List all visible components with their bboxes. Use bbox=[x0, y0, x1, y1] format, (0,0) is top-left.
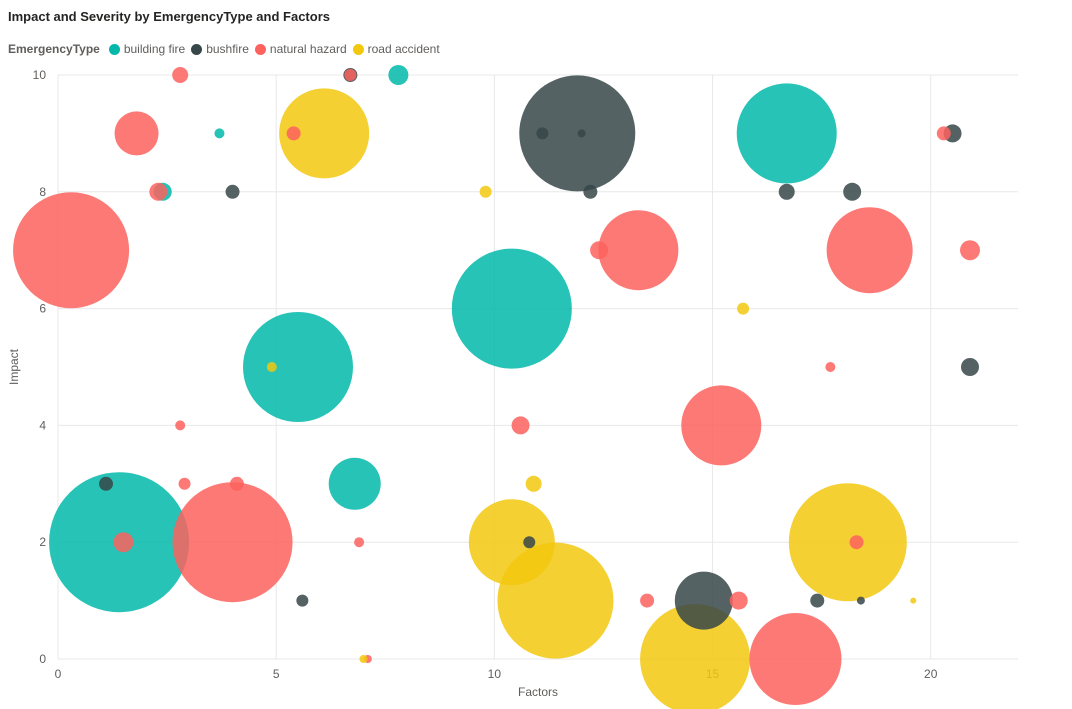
legend-label: bushfire bbox=[206, 42, 249, 56]
bubble-natural-hazard[interactable] bbox=[681, 385, 762, 466]
bubble-bushfire[interactable] bbox=[674, 571, 733, 630]
bubble-bushfire[interactable] bbox=[856, 596, 865, 605]
bubble-natural-hazard[interactable] bbox=[229, 476, 244, 491]
bubble-natural-hazard[interactable] bbox=[354, 537, 365, 548]
bubble-natural-hazard[interactable] bbox=[936, 126, 951, 141]
bubble-road-accident[interactable] bbox=[640, 604, 751, 709]
bubble-road-accident[interactable] bbox=[525, 475, 542, 492]
bubble-natural-hazard[interactable] bbox=[849, 535, 864, 550]
bubble-bushfire[interactable] bbox=[961, 358, 979, 376]
bubble-natural-hazard[interactable] bbox=[286, 126, 301, 141]
y-tick-label: 10 bbox=[33, 68, 47, 82]
legend-marker bbox=[254, 43, 266, 55]
legend-marker bbox=[352, 43, 364, 55]
bubble-natural-hazard[interactable] bbox=[172, 482, 293, 603]
bubble-bushfire[interactable] bbox=[225, 184, 240, 199]
bubble-building-fire[interactable] bbox=[214, 128, 225, 139]
y-tick-label: 2 bbox=[39, 535, 46, 549]
legend-marker bbox=[191, 43, 203, 55]
bubble-natural-hazard[interactable] bbox=[826, 207, 913, 294]
legend-item[interactable]: natural hazard bbox=[254, 42, 347, 56]
bubble-natural-hazard[interactable] bbox=[172, 67, 189, 83]
bubble-bushfire[interactable] bbox=[843, 182, 862, 201]
bubble-road-accident[interactable] bbox=[359, 655, 368, 663]
bubble-road-accident[interactable] bbox=[479, 185, 492, 198]
bubble-building-fire[interactable] bbox=[451, 248, 572, 369]
bubble-natural-hazard[interactable] bbox=[149, 182, 168, 201]
bubble-road-accident[interactable] bbox=[279, 88, 370, 179]
x-tick-label: 0 bbox=[55, 667, 62, 681]
bubble-natural-hazard[interactable] bbox=[729, 591, 748, 610]
bubble-road-accident[interactable] bbox=[737, 302, 750, 315]
bubble-bushfire[interactable] bbox=[99, 476, 113, 491]
y-tick-label: 0 bbox=[39, 652, 46, 666]
bubble-natural-hazard[interactable] bbox=[178, 477, 191, 490]
legend-item[interactable]: building fire bbox=[108, 42, 186, 56]
bubble-natural-hazard[interactable] bbox=[590, 241, 609, 260]
bubble-bushfire[interactable] bbox=[536, 127, 549, 140]
bubble-building-fire[interactable] bbox=[388, 65, 409, 85]
y-tick-label: 8 bbox=[39, 185, 46, 199]
y-tick-label: 6 bbox=[39, 302, 46, 316]
bubble-natural-hazard[interactable] bbox=[113, 532, 134, 553]
bubble-natural-hazard[interactable] bbox=[114, 111, 159, 156]
legend: EmergencyType building fire bushfire natur… bbox=[8, 40, 446, 58]
bubble-natural-hazard[interactable] bbox=[344, 69, 357, 81]
legend-item[interactable]: road accident bbox=[352, 42, 440, 56]
bubble-road-accident[interactable] bbox=[788, 483, 907, 602]
bubble-bushfire[interactable] bbox=[778, 183, 795, 200]
bubble-bushfire[interactable] bbox=[577, 129, 586, 138]
bubble-building-fire[interactable] bbox=[736, 83, 837, 184]
legend-marker bbox=[108, 43, 120, 55]
bubble-natural-hazard[interactable] bbox=[825, 362, 836, 372]
x-tick-label: 10 bbox=[488, 667, 502, 681]
bubble-natural-hazard[interactable] bbox=[13, 192, 130, 309]
bubble-bushfire[interactable] bbox=[583, 184, 598, 199]
bubble-bushfire[interactable] bbox=[523, 536, 536, 549]
bubble-natural-hazard[interactable] bbox=[749, 613, 842, 705]
bubble-road-accident[interactable] bbox=[910, 597, 917, 604]
legend-label: building fire bbox=[123, 42, 186, 56]
legend-item[interactable]: bushfire bbox=[191, 42, 249, 56]
x-tick-label: 20 bbox=[924, 667, 938, 681]
chart-title: Impact and Severity by EmergencyType and… bbox=[8, 9, 330, 24]
bubble-bushfire[interactable] bbox=[810, 593, 825, 608]
bubble-natural-hazard[interactable] bbox=[511, 416, 530, 435]
bubble-bushfire[interactable] bbox=[296, 594, 309, 607]
bubble-bushfire[interactable] bbox=[519, 75, 636, 192]
legend-label: natural hazard bbox=[269, 42, 347, 56]
legend-title: EmergencyType bbox=[8, 42, 100, 56]
bubble-natural-hazard[interactable] bbox=[960, 240, 980, 261]
legend-label: road accident bbox=[367, 42, 440, 56]
y-tick-label: 4 bbox=[39, 418, 46, 432]
bubble-building-fire[interactable] bbox=[328, 457, 381, 510]
bubbles bbox=[13, 65, 980, 709]
bubble-natural-hazard[interactable] bbox=[598, 210, 679, 291]
bubble-road-accident[interactable] bbox=[468, 499, 555, 586]
y-axis-title: Impact bbox=[7, 348, 21, 385]
bubble-natural-hazard[interactable] bbox=[640, 593, 655, 608]
bubble-natural-hazard[interactable] bbox=[175, 420, 186, 431]
x-axis-title: Factors bbox=[518, 685, 558, 699]
bubble-building-fire[interactable] bbox=[243, 312, 353, 422]
x-tick-label: 5 bbox=[273, 667, 280, 681]
bubble-road-accident[interactable] bbox=[266, 362, 277, 372]
